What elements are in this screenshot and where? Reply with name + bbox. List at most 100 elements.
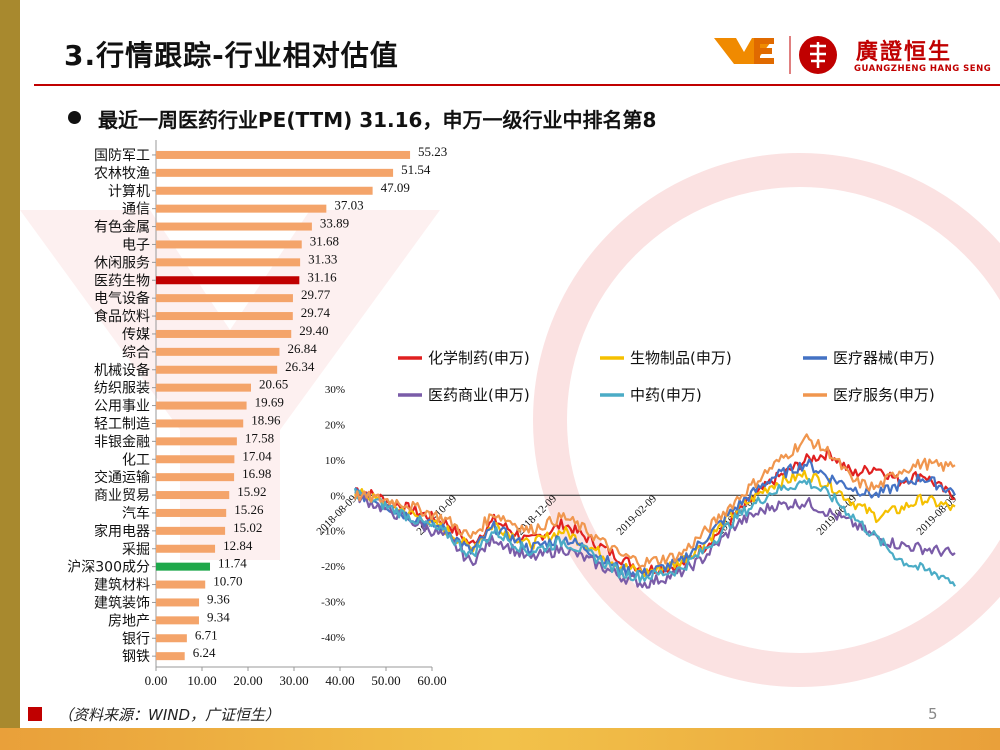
x-tick-label: 0.00 (145, 673, 168, 688)
category-label: 非银金融 (94, 434, 150, 450)
legend-label: 医疗器械(申万) (833, 349, 935, 367)
category-label: 通信 (122, 202, 150, 218)
value-label: 6.24 (193, 645, 216, 660)
bar-22 (156, 526, 226, 535)
value-label: 29.40 (299, 323, 328, 338)
value-label: 10.70 (213, 574, 242, 589)
value-label: 15.26 (234, 502, 264, 517)
x-tick-label: 60.00 (417, 673, 446, 688)
left-decor-strip (0, 0, 20, 750)
logo-english-name: GUANGZHENG HANG SENG (854, 64, 992, 74)
bar-7 (156, 258, 301, 267)
value-label: 15.92 (237, 484, 266, 499)
value-label: 12.84 (223, 538, 253, 553)
category-label: 有色金属 (94, 219, 150, 236)
bar-5 (156, 222, 312, 231)
series-line-1 (354, 447, 956, 576)
category-label: 建筑材料 (94, 578, 150, 594)
category-label: 交通运输 (94, 469, 150, 486)
category-label: 商业贸易 (94, 488, 150, 504)
value-label: 15.02 (233, 520, 262, 535)
bar-10 (156, 312, 293, 321)
bar-26 (156, 598, 200, 607)
category-label: 休闲服务 (94, 255, 150, 271)
bar-29 (156, 652, 185, 661)
page-number: 5 (928, 705, 938, 723)
category-label: 电子 (122, 237, 150, 253)
value-label: 9.36 (207, 591, 230, 606)
legend-label: 中药(申万) (630, 386, 702, 404)
category-label: 公用事业 (94, 399, 150, 415)
value-label: 6.71 (195, 627, 218, 642)
category-label: 国防军工 (94, 148, 150, 164)
y-tick-label: 30% (325, 384, 345, 396)
value-label: 31.68 (310, 233, 339, 248)
bar-6 (156, 240, 302, 249)
y-tick-label: 0% (330, 490, 345, 502)
legend-label: 医疗服务(申万) (833, 386, 935, 404)
value-label: 17.58 (245, 430, 274, 445)
footer-band (0, 728, 1000, 750)
category-label: 传媒 (122, 327, 150, 343)
value-label: 26.34 (285, 359, 315, 374)
category-label: 银行 (122, 631, 150, 647)
category-label: 机械设备 (94, 362, 150, 379)
y-tick-label: -40% (321, 632, 345, 644)
x-tick-label: 50.00 (371, 673, 400, 688)
series-line-3 (354, 458, 956, 578)
data-source: （资料来源：WIND，广证恒生） (58, 706, 281, 724)
value-label: 37.03 (334, 198, 363, 213)
value-label: 31.33 (308, 251, 337, 266)
bar-8 (156, 276, 300, 285)
category-label: 电气设备 (94, 290, 150, 307)
category-label: 医药生物 (94, 273, 150, 289)
category-label: 沪深300成分 (67, 560, 150, 576)
x-tick-label: 40.00 (325, 673, 354, 688)
y-tick-label: -30% (321, 597, 345, 609)
value-label: 31.16 (307, 269, 337, 284)
x-tick-label: 30.00 (279, 673, 308, 688)
legend-label: 生物制品(申万) (630, 349, 732, 367)
value-label: 17.04 (242, 448, 272, 463)
category-label: 汽车 (122, 505, 150, 522)
category-label: 计算机 (108, 184, 150, 200)
bar-19 (156, 473, 235, 482)
bar-18 (156, 455, 235, 464)
value-label: 29.77 (301, 287, 331, 302)
value-label: 29.74 (301, 305, 331, 320)
legend-label: 化学制药(申万) (428, 349, 530, 367)
category-label: 钢铁 (122, 649, 150, 665)
value-label: 9.34 (207, 609, 230, 624)
y-tick-label: 10% (325, 455, 345, 467)
value-label: 20.65 (259, 377, 288, 392)
page-title: 3.行情跟踪-行业相对估值 (64, 39, 399, 72)
bar-17 (156, 437, 237, 446)
category-label: 综合 (122, 345, 150, 361)
logo-name: 廣證恒生 (856, 40, 953, 65)
category-label: 食品饮料 (94, 308, 150, 325)
bar-4 (156, 204, 327, 213)
value-label: 47.09 (381, 180, 410, 195)
bar-23 (156, 544, 216, 553)
x-tick-label: 20.00 (233, 673, 262, 688)
category-label: 轻工制造 (94, 416, 150, 432)
value-label: 55.23 (418, 144, 447, 159)
legend-label: 医药商业(申万) (428, 386, 530, 404)
bar-28 (156, 634, 187, 643)
category-label: 建筑装饰 (94, 595, 150, 611)
bar-12 (156, 347, 280, 356)
bar-1 (156, 150, 411, 159)
value-label: 16.98 (242, 466, 271, 481)
y-tick-label: 20% (325, 419, 345, 431)
y-tick-label: -10% (321, 526, 345, 538)
bullet-text: 最近一周医药行业PE(TTM) 31.16，申万一级行业中排名第8 (98, 108, 657, 132)
bar-16 (156, 419, 244, 428)
category-label: 采掘 (122, 542, 150, 558)
bar-27 (156, 616, 199, 625)
series-line-6 (353, 433, 956, 568)
value-label: 51.54 (401, 162, 431, 177)
source-marker (28, 707, 42, 721)
x-tick-label: 10.00 (187, 673, 216, 688)
category-label: 化工 (122, 452, 150, 468)
